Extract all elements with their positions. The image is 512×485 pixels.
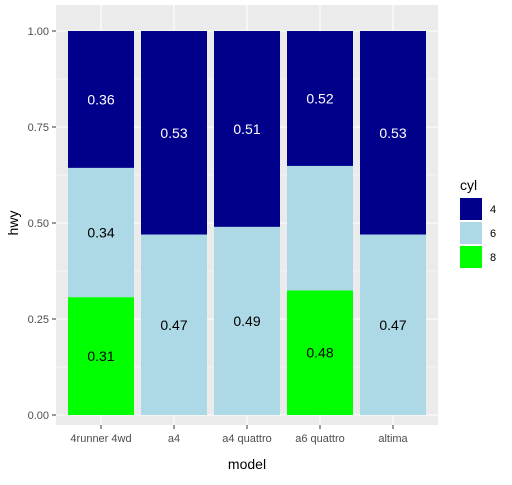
bar-segment-4	[360, 31, 426, 235]
y-axis-title: hwy	[5, 211, 21, 236]
y-tick-label: 0.25	[28, 314, 49, 326]
bar-segment-8	[68, 297, 134, 415]
bar-value-label: 0.48	[306, 345, 333, 361]
x-axis: 4runner 4wd a4 a4 quattro a6 quattro altima	[70, 425, 409, 445]
legend-items: 4 6 8	[460, 198, 496, 268]
bar-value-label: 0.51	[233, 121, 260, 137]
bar-value-label: 0.47	[379, 317, 406, 333]
bar-segment-4	[214, 31, 280, 227]
bar-labels: 0.31 0.34 0.36 0.47 0.53 0.49 0.51 0.48 0.52 0.47…	[87, 90, 406, 364]
legend-label: 6	[490, 228, 496, 240]
bar-segment-8	[287, 290, 353, 415]
bar-value-label: 0.36	[87, 91, 114, 107]
legend-label: 4	[490, 204, 496, 216]
bar-segment-4	[68, 31, 134, 168]
bars	[68, 31, 426, 415]
y-tick-label: 0.75	[28, 122, 49, 134]
y-axis: 0.00 0.25 0.50 0.75 1.00	[28, 26, 56, 422]
y-tick-label: 1.00	[28, 26, 49, 38]
x-tick-label: a4	[168, 433, 180, 445]
y-tick-label: 0.00	[28, 410, 49, 422]
x-tick-label: a4 quattro	[222, 433, 272, 445]
bar-segment-4	[287, 31, 353, 166]
bar-segment-6	[360, 234, 426, 415]
bar-segment-6	[287, 165, 353, 291]
x-axis-title: model	[228, 456, 266, 472]
x-tick-label: altima	[378, 433, 408, 445]
legend: cyl 4 6 8	[460, 177, 496, 268]
bar-value-label: 0.49	[233, 313, 260, 329]
legend-label: 8	[490, 252, 496, 264]
bar-segment-6	[68, 167, 134, 298]
legend-key-4	[460, 198, 482, 220]
bar-segment-6	[214, 226, 280, 415]
bar-value-label: 0.47	[160, 317, 187, 333]
y-tick-label: 0.50	[28, 218, 49, 230]
legend-key-8	[460, 246, 482, 268]
bar-segment-6	[141, 234, 207, 415]
x-tick-label: a6 quattro	[295, 433, 345, 445]
x-tick-label: 4runner 4wd	[70, 433, 131, 445]
bar-value-label: 0.52	[306, 90, 333, 106]
bar-value-label: 0.53	[160, 125, 187, 141]
legend-title: cyl	[460, 177, 477, 193]
bar-value-label: 0.34	[87, 225, 114, 241]
bar-value-label: 0.31	[87, 348, 114, 364]
bar-value-label: 0.53	[379, 125, 406, 141]
legend-key-6	[460, 222, 482, 244]
bar-segment-4	[141, 31, 207, 235]
